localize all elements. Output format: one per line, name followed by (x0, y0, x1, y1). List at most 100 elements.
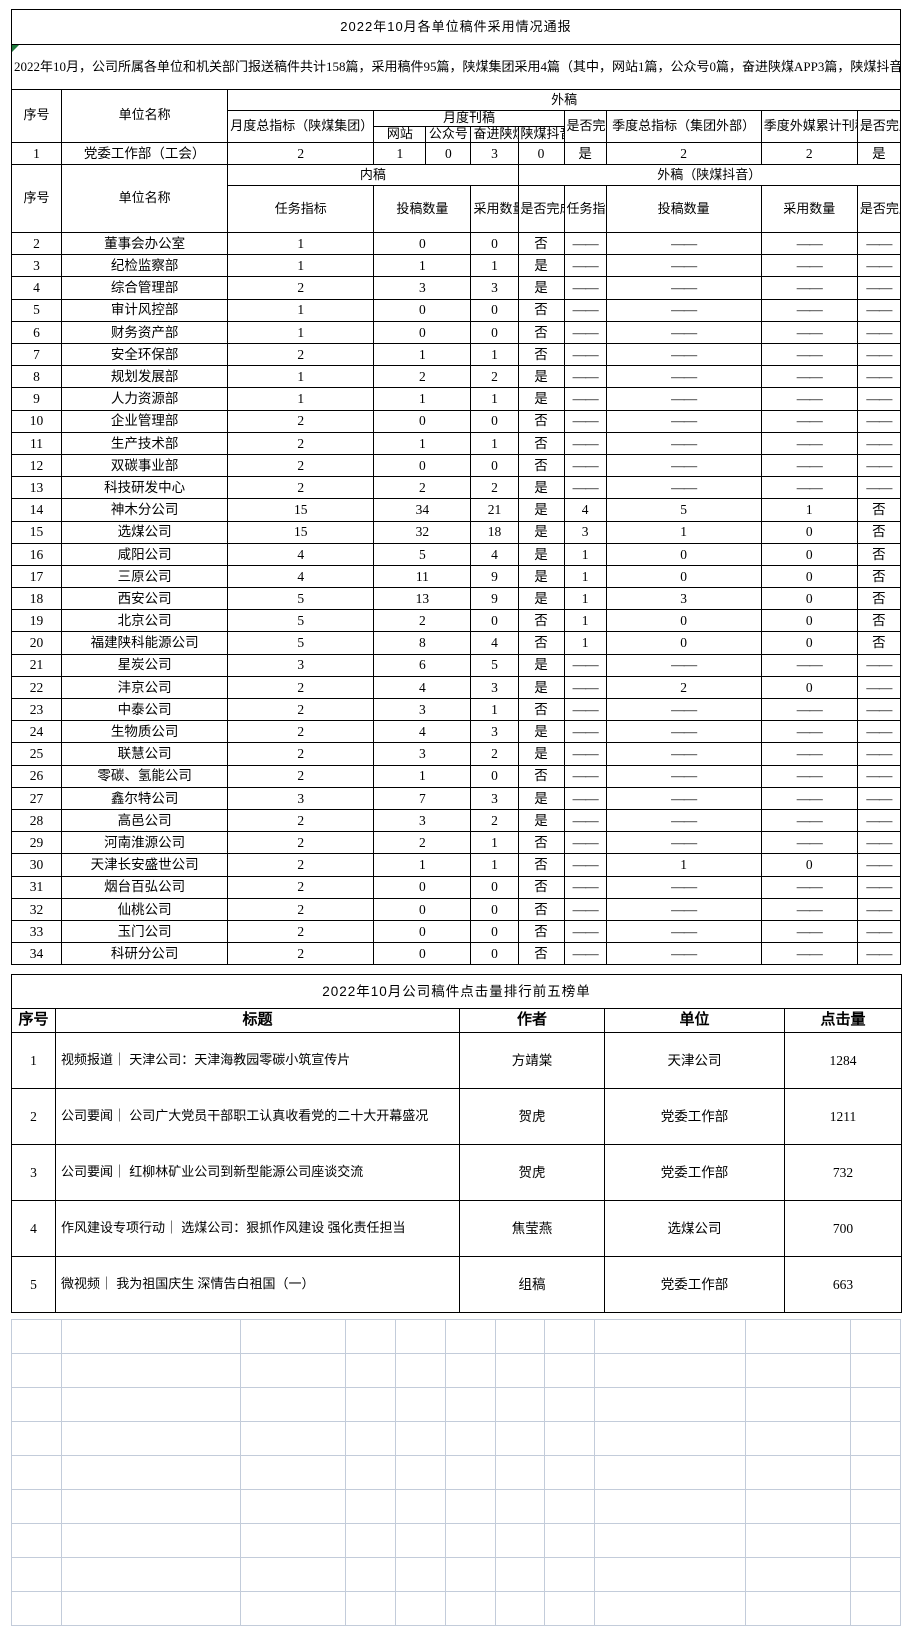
empty-grid-cell[interactable] (60, 1353, 242, 1389)
empty-grid-cell[interactable] (744, 1557, 852, 1593)
empty-grid-cell[interactable] (444, 1319, 496, 1355)
empty-grid-cell[interactable] (240, 1387, 347, 1423)
empty-grid-cell[interactable] (240, 1591, 347, 1626)
empty-grid-cell[interactable] (444, 1353, 496, 1389)
empty-grid-cell[interactable] (60, 1387, 242, 1423)
empty-grid-cell[interactable] (11, 1421, 62, 1457)
empty-grid-cell[interactable] (494, 1319, 546, 1355)
empty-grid-cell[interactable] (444, 1387, 496, 1423)
empty-grid-cell[interactable] (240, 1455, 347, 1491)
empty-grid-cell[interactable] (345, 1319, 397, 1355)
empty-grid-cell[interactable] (395, 1489, 446, 1525)
empty-grid-cell[interactable] (444, 1421, 496, 1457)
empty-grid-cell[interactable] (850, 1387, 901, 1423)
empty-grid-cell[interactable] (11, 1557, 62, 1593)
empty-grid-cell[interactable] (544, 1455, 596, 1491)
empty-grid-cell[interactable] (744, 1455, 852, 1491)
empty-grid-cell[interactable] (345, 1353, 397, 1389)
header-douyin: 陕煤抖音 (517, 125, 565, 143)
empty-grid-cell[interactable] (494, 1353, 546, 1389)
empty-grid-cell[interactable] (594, 1421, 746, 1457)
empty-grid-cell[interactable] (744, 1489, 852, 1525)
empty-grid-cell[interactable] (395, 1319, 446, 1355)
empty-grid-cell[interactable] (444, 1557, 496, 1593)
empty-grid-cell[interactable] (345, 1591, 397, 1626)
empty-grid-cell[interactable] (594, 1353, 746, 1389)
empty-grid-cell[interactable] (240, 1489, 347, 1525)
empty-grid-cell[interactable] (494, 1421, 546, 1457)
empty-grid-cell[interactable] (11, 1489, 62, 1525)
empty-grid-cell[interactable] (444, 1455, 496, 1491)
empty-grid-cell[interactable] (395, 1557, 446, 1593)
empty-grid-cell[interactable] (494, 1557, 546, 1593)
empty-grid-cell[interactable] (850, 1455, 901, 1491)
empty-grid-cell[interactable] (60, 1591, 242, 1626)
empty-grid-cell[interactable] (544, 1523, 596, 1559)
empty-grid-cell[interactable] (594, 1455, 746, 1491)
empty-grid-cell[interactable] (395, 1421, 446, 1457)
empty-grid-cell[interactable] (744, 1387, 852, 1423)
empty-grid-cell[interactable] (544, 1591, 596, 1626)
empty-grid-cell[interactable] (850, 1353, 901, 1389)
empty-grid-cell[interactable] (60, 1523, 242, 1559)
empty-grid-cell[interactable] (494, 1523, 546, 1559)
empty-grid-cell[interactable] (494, 1455, 546, 1491)
empty-grid-cell[interactable] (60, 1489, 242, 1525)
empty-grid-cell[interactable] (544, 1421, 596, 1457)
empty-grid-cell[interactable] (60, 1455, 242, 1491)
empty-grid-cell[interactable] (395, 1455, 446, 1491)
empty-grid-cell[interactable] (345, 1557, 397, 1593)
empty-grid-cell[interactable] (11, 1387, 62, 1423)
empty-grid-cell[interactable] (544, 1319, 596, 1355)
empty-grid-cell[interactable] (850, 1319, 901, 1355)
empty-grid-cell[interactable] (240, 1353, 347, 1389)
empty-grid-cell[interactable] (544, 1489, 596, 1525)
empty-grid-cell[interactable] (494, 1387, 546, 1423)
empty-grid-cell[interactable] (744, 1319, 852, 1355)
empty-grid-cell[interactable] (60, 1557, 242, 1593)
empty-grid-cell[interactable] (240, 1557, 347, 1593)
empty-grid-cell[interactable] (594, 1387, 746, 1423)
empty-grid-cell[interactable] (544, 1353, 596, 1389)
empty-grid-cell[interactable] (395, 1523, 446, 1559)
empty-grid-cell[interactable] (594, 1319, 746, 1355)
empty-grid-cell[interactable] (395, 1387, 446, 1423)
empty-grid-cell[interactable] (11, 1319, 62, 1355)
empty-grid-cell[interactable] (744, 1591, 852, 1626)
empty-grid-cell[interactable] (850, 1523, 901, 1559)
empty-grid-cell[interactable] (345, 1489, 397, 1525)
empty-grid-cell[interactable] (594, 1557, 746, 1593)
empty-grid-cell[interactable] (494, 1489, 546, 1525)
empty-grid-cell[interactable] (11, 1353, 62, 1389)
empty-grid-cell[interactable] (240, 1421, 347, 1457)
empty-grid-cell[interactable] (345, 1523, 397, 1559)
empty-grid-cell[interactable] (850, 1591, 901, 1626)
empty-grid-cell[interactable] (850, 1421, 901, 1457)
empty-grid-cell[interactable] (11, 1523, 62, 1559)
empty-grid-cell[interactable] (240, 1523, 347, 1559)
empty-grid-cell[interactable] (744, 1353, 852, 1389)
empty-grid-cell[interactable] (544, 1557, 596, 1593)
empty-grid-cell[interactable] (395, 1353, 446, 1389)
empty-grid-cell[interactable] (444, 1489, 496, 1525)
empty-grid-cell[interactable] (544, 1387, 596, 1423)
empty-grid-cell[interactable] (444, 1523, 496, 1559)
empty-grid-cell[interactable] (60, 1319, 242, 1355)
empty-grid-cell[interactable] (594, 1523, 746, 1559)
empty-grid-cell[interactable] (744, 1523, 852, 1559)
empty-grid-cell[interactable] (240, 1319, 347, 1355)
empty-grid-cell[interactable] (345, 1387, 397, 1423)
empty-grid-cell[interactable] (60, 1421, 242, 1457)
empty-grid-cell[interactable] (594, 1591, 746, 1626)
empty-grid-cell[interactable] (850, 1557, 901, 1593)
empty-grid-cell[interactable] (11, 1591, 62, 1626)
empty-grid-cell[interactable] (850, 1489, 901, 1525)
empty-grid-cell[interactable] (744, 1421, 852, 1457)
empty-grid-cell[interactable] (345, 1455, 397, 1491)
empty-grid-cell[interactable] (594, 1489, 746, 1525)
empty-grid-cell[interactable] (395, 1591, 446, 1626)
empty-grid-cell[interactable] (345, 1421, 397, 1457)
empty-grid-cell[interactable] (494, 1591, 546, 1626)
empty-grid-cell[interactable] (11, 1455, 62, 1491)
empty-grid-cell[interactable] (444, 1591, 496, 1626)
